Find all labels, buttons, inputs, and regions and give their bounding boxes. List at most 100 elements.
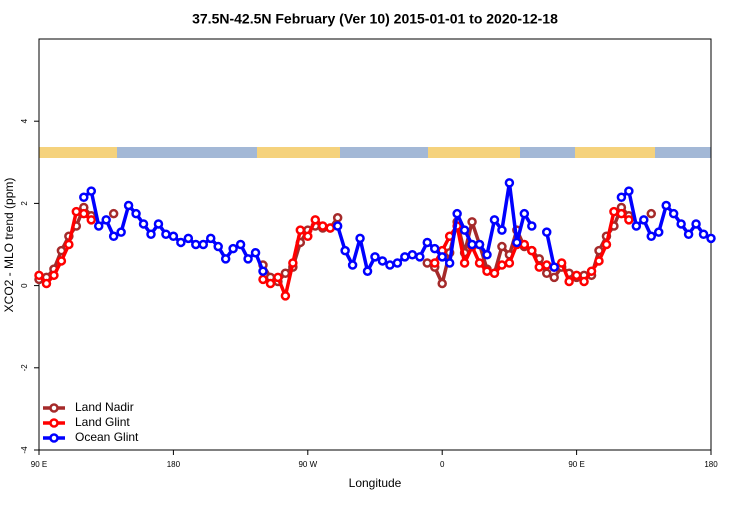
- point: [467, 217, 477, 227]
- point: [437, 252, 447, 262]
- point: [332, 213, 343, 223]
- point: [571, 270, 582, 281]
- point: [108, 231, 119, 242]
- point: [467, 239, 477, 250]
- point: [497, 225, 507, 235]
- point: [586, 266, 597, 276]
- point: [191, 239, 201, 250]
- point: [541, 227, 552, 237]
- point: [220, 254, 231, 264]
- point: [71, 206, 82, 217]
- x-tick-label: 90 W: [298, 460, 317, 469]
- point: [131, 208, 141, 219]
- point: [243, 254, 253, 264]
- point: [624, 186, 634, 196]
- land-band: [39, 147, 117, 158]
- point: [504, 258, 515, 268]
- point: [579, 276, 589, 287]
- point: [235, 239, 246, 250]
- point: [415, 252, 425, 262]
- point: [153, 219, 164, 229]
- point: [79, 192, 89, 202]
- point: [624, 215, 634, 225]
- point: [504, 178, 515, 188]
- legend-marker: [49, 418, 59, 428]
- point: [459, 225, 470, 235]
- point: [676, 219, 686, 229]
- point: [310, 215, 321, 225]
- point: [146, 229, 156, 239]
- x-tick-label: 0: [440, 460, 445, 469]
- point: [198, 239, 209, 250]
- point: [161, 229, 171, 239]
- point: [377, 256, 388, 266]
- point: [556, 258, 567, 268]
- point: [332, 221, 343, 231]
- point: [661, 200, 671, 211]
- point: [168, 231, 179, 242]
- legend-marker: [49, 403, 59, 413]
- point: [534, 262, 545, 272]
- point: [295, 225, 306, 235]
- point: [691, 219, 701, 229]
- point: [370, 252, 380, 262]
- point: [116, 227, 126, 237]
- point: [400, 252, 410, 262]
- point: [482, 250, 492, 260]
- y-tick-label: -2: [20, 364, 29, 372]
- legend-label: Ocean Glint: [75, 430, 139, 444]
- point: [512, 237, 522, 248]
- point: [429, 258, 440, 268]
- point: [101, 215, 111, 225]
- land-band: [575, 147, 655, 158]
- point: [407, 250, 418, 260]
- point: [497, 241, 507, 252]
- point: [362, 266, 373, 276]
- point: [325, 223, 335, 233]
- point: [79, 208, 89, 219]
- point: [549, 262, 559, 272]
- point: [698, 229, 709, 239]
- point: [646, 208, 657, 219]
- point: [34, 270, 44, 281]
- point: [49, 270, 59, 281]
- map-strip: [39, 147, 711, 158]
- point: [347, 260, 358, 270]
- legend-marker: [49, 433, 59, 443]
- plot-frame: [38, 38, 712, 451]
- point: [482, 266, 492, 276]
- point: [258, 266, 268, 276]
- point: [340, 245, 350, 256]
- point: [527, 245, 537, 256]
- point: [474, 239, 485, 250]
- x-tick-label: 180: [704, 460, 718, 469]
- point: [474, 258, 485, 268]
- x-tick-label: 90 E: [31, 460, 47, 469]
- point: [541, 268, 552, 279]
- point: [616, 208, 627, 219]
- x-axis-label: Longitude: [349, 476, 402, 490]
- y-tick-label: 0: [20, 283, 29, 288]
- point: [265, 278, 276, 289]
- point: [519, 239, 530, 250]
- point: [86, 215, 97, 225]
- point: [317, 221, 328, 231]
- point: [459, 258, 470, 268]
- point: [422, 237, 433, 248]
- point: [213, 241, 223, 252]
- point: [639, 215, 649, 225]
- y-tick-label: 4: [20, 118, 29, 123]
- point: [280, 268, 291, 279]
- point: [355, 233, 365, 244]
- point: [452, 208, 462, 219]
- point: [385, 260, 395, 270]
- point: [564, 276, 574, 287]
- point: [205, 233, 216, 244]
- point: [706, 233, 716, 244]
- point: [437, 278, 447, 289]
- point: [429, 243, 440, 254]
- point: [601, 239, 612, 250]
